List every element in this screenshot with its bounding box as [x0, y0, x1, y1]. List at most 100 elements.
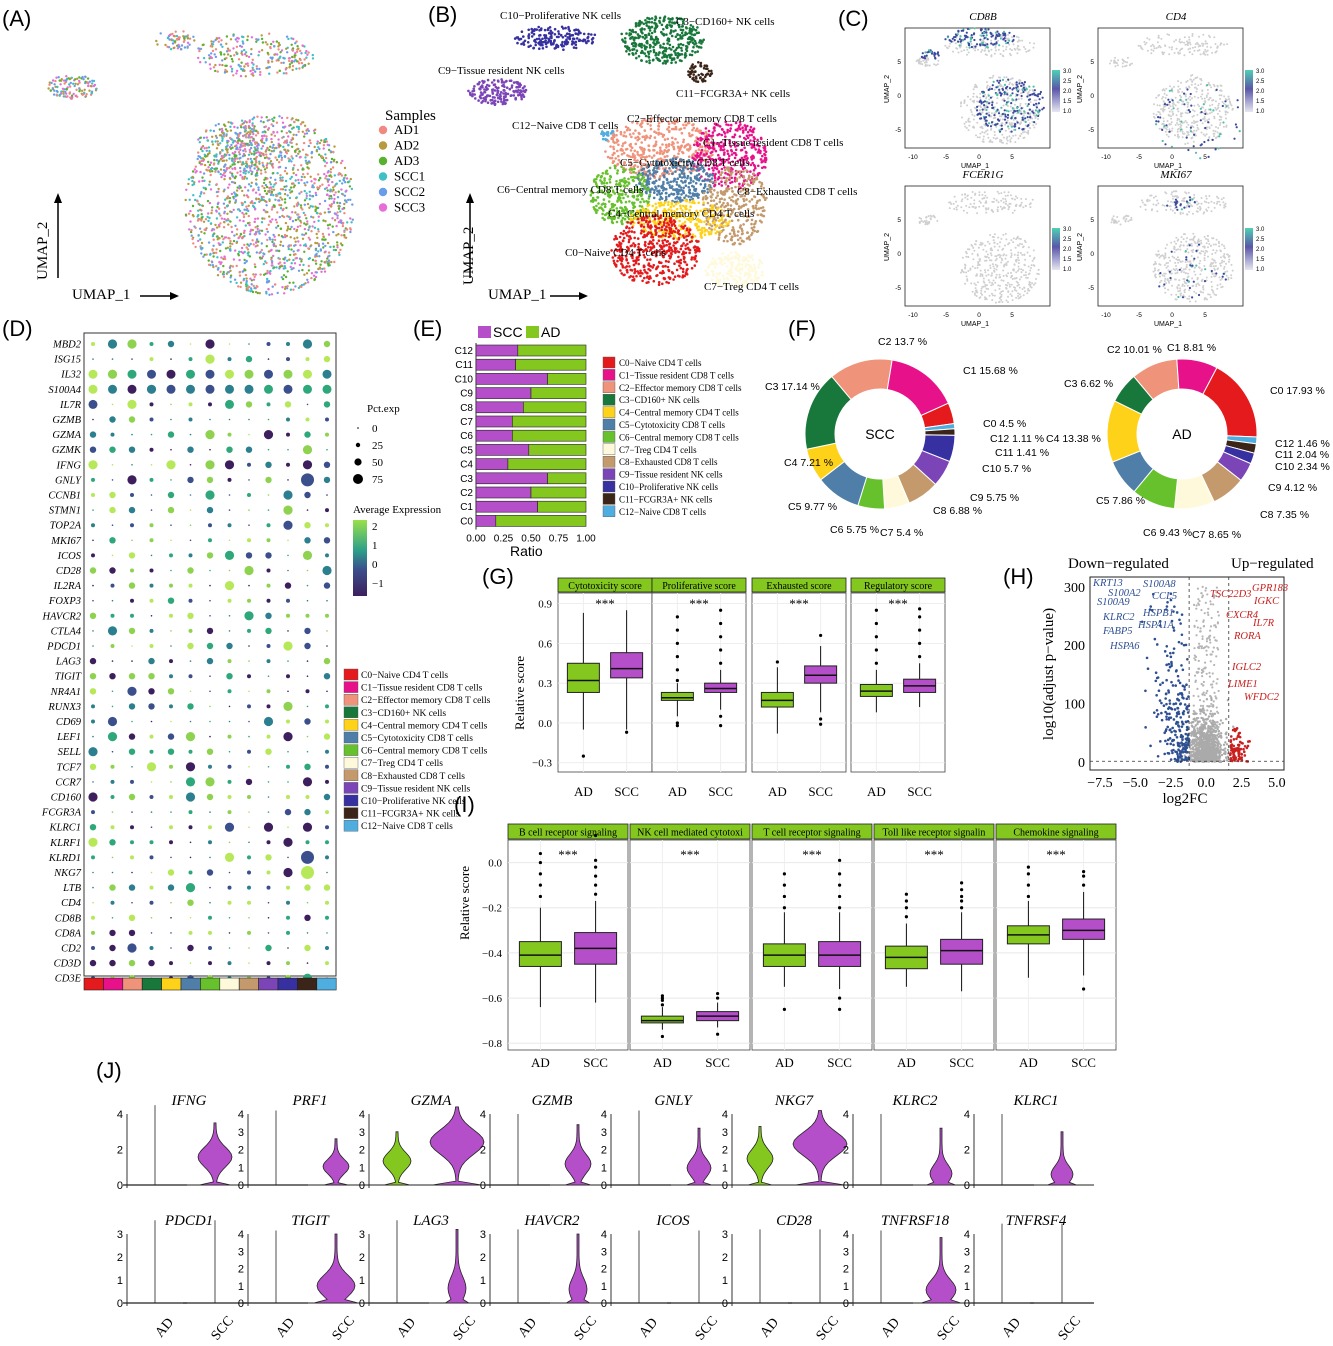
cluster-point [639, 201, 642, 204]
cluster-point [705, 67, 708, 70]
sample-point [293, 237, 295, 239]
sample-point [287, 38, 289, 40]
sample-point [298, 270, 300, 272]
sample-point [316, 233, 318, 235]
sample-point [305, 192, 307, 194]
cluster-point [725, 221, 728, 224]
sample-point [231, 175, 233, 177]
sample-point [261, 162, 263, 164]
sample-point [285, 142, 287, 144]
cluster-point [713, 199, 716, 202]
cluster-point [762, 210, 765, 213]
sample-point [219, 271, 221, 273]
sample-point [316, 143, 318, 145]
cluster-point [675, 181, 678, 184]
sample-point [291, 49, 293, 51]
cluster-point [686, 148, 689, 151]
sample-point [281, 117, 283, 119]
sample-point [206, 136, 208, 138]
cluster-point [645, 55, 648, 58]
sample-point [239, 271, 241, 273]
cluster-point [677, 192, 680, 195]
cluster-point [533, 29, 536, 32]
sample-point [293, 60, 295, 62]
sample-point [319, 142, 321, 144]
sample-point [251, 153, 253, 155]
sample-point [233, 126, 235, 128]
cluster-point [480, 101, 483, 104]
sample-point [266, 116, 268, 118]
sample-point [272, 41, 274, 43]
cluster-point [651, 21, 654, 24]
cluster-point [670, 29, 673, 32]
sample-point [241, 247, 243, 249]
cluster-point [724, 172, 727, 175]
sample-point [306, 163, 308, 165]
sample-point [247, 189, 249, 191]
sample-point [212, 41, 214, 43]
sample-point [272, 255, 274, 257]
cluster-point [729, 182, 732, 185]
cluster-point [516, 42, 519, 45]
sample-point [208, 152, 210, 154]
sample-point [191, 238, 193, 240]
sample-point [247, 158, 249, 160]
legend-swatch-ad1 [379, 126, 387, 134]
sample-point [330, 168, 332, 170]
cluster-point [739, 237, 742, 240]
cluster-point [686, 177, 689, 180]
cluster-point [687, 186, 690, 189]
cluster-point [504, 95, 507, 98]
cluster-point [635, 25, 638, 28]
sample-point [310, 277, 312, 279]
cluster-point [486, 87, 489, 90]
sample-point [230, 38, 232, 40]
sample-point [317, 173, 319, 175]
sample-point [343, 212, 345, 214]
sample-point [226, 151, 228, 153]
sample-point [56, 90, 58, 92]
sample-point [308, 265, 310, 267]
sample-point [260, 147, 262, 149]
cluster-point [482, 81, 485, 84]
cluster-point [674, 170, 677, 173]
sample-point [192, 215, 194, 217]
sample-point [223, 178, 225, 180]
sample-point [228, 157, 230, 159]
cluster-point [692, 233, 695, 236]
sample-point [288, 216, 290, 218]
sample-point [200, 252, 202, 254]
sample-point [58, 76, 60, 78]
sample-point [351, 188, 353, 190]
cluster-point [666, 151, 669, 154]
sample-point [225, 146, 227, 148]
sample-point [338, 191, 340, 193]
cluster-point [616, 163, 619, 166]
cluster-point [658, 202, 661, 205]
cluster-point [606, 170, 609, 173]
sample-point [287, 245, 289, 247]
cluster-point [720, 180, 723, 183]
sample-point [312, 57, 314, 59]
sample-point [230, 144, 232, 146]
sample-point [227, 53, 229, 55]
cluster-point [561, 26, 564, 29]
sample-point [243, 65, 245, 67]
sample-point [81, 94, 83, 96]
sample-point [252, 291, 254, 293]
sample-point [285, 222, 287, 224]
sample-point [292, 157, 294, 159]
sample-point [192, 176, 194, 178]
cluster-point [646, 24, 649, 27]
sample-point [221, 59, 223, 61]
sample-point [251, 239, 253, 241]
sample-point [286, 260, 288, 262]
sample-point [245, 136, 247, 138]
sample-point [189, 199, 191, 201]
sample-point [240, 62, 242, 64]
sample-point [215, 135, 217, 137]
sample-point [317, 220, 319, 222]
cluster-point [726, 240, 729, 243]
sample-point [186, 36, 188, 38]
sample-point [229, 249, 231, 251]
